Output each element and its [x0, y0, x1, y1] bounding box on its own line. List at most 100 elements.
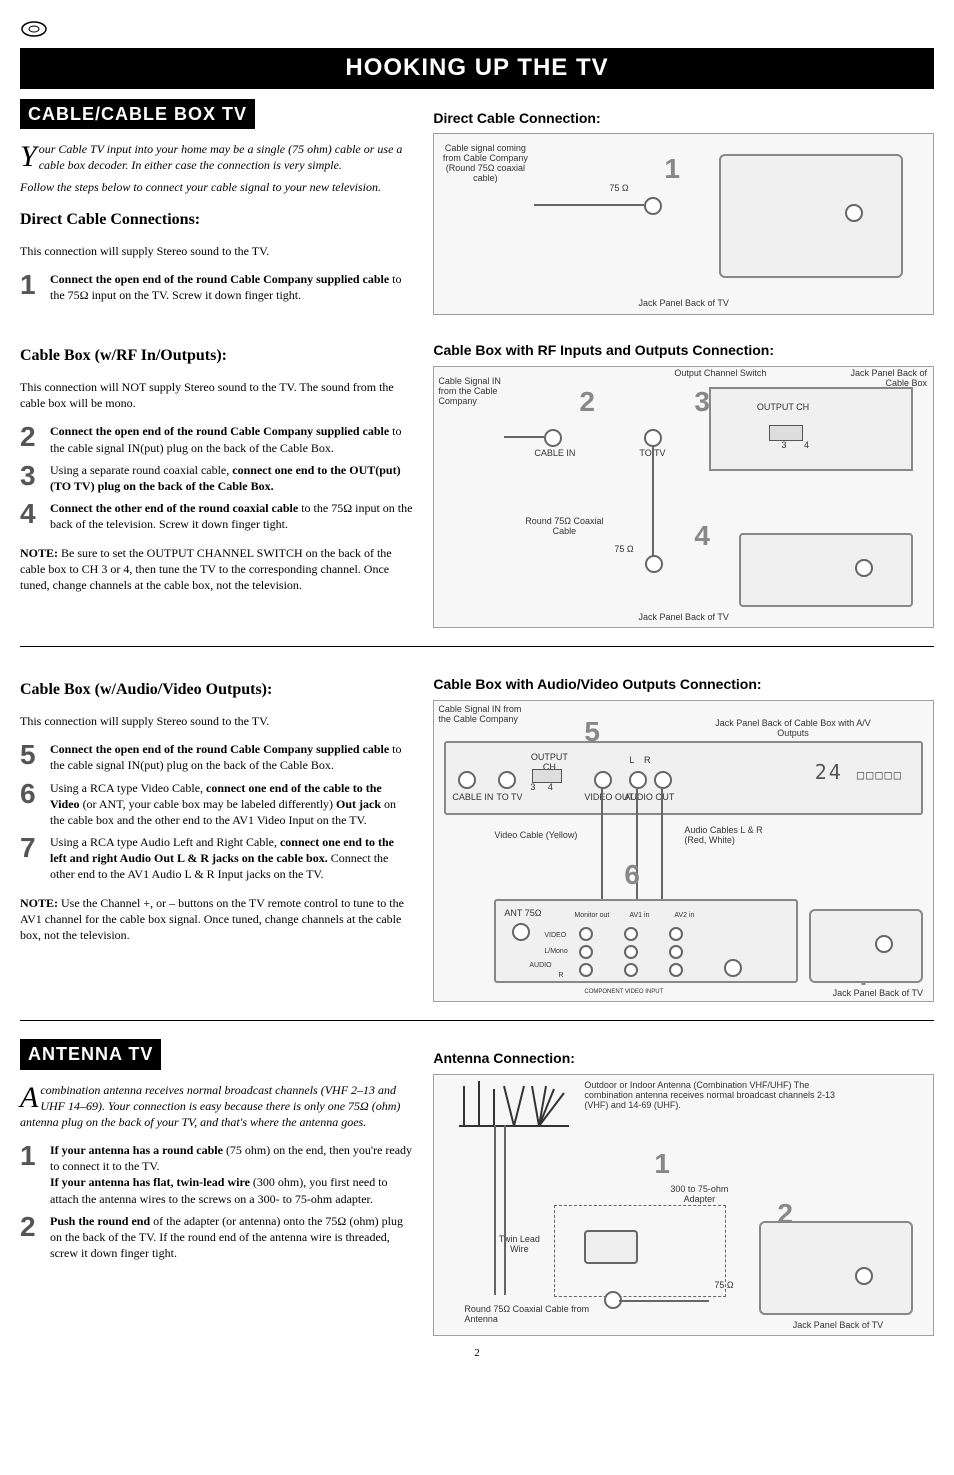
disc-icon: [20, 20, 48, 38]
step-2: 2 Connect the open end of the round Cabl…: [20, 423, 413, 455]
ant-ohm: 75 Ω: [714, 1281, 733, 1291]
s6-bold2: Out jack: [336, 797, 381, 811]
ant-step-num-1: 1: [20, 1142, 40, 1207]
av-audio: AUDIO: [529, 962, 551, 970]
av-lr: L R: [629, 756, 650, 766]
cable-intro-2: Follow the steps below to connect your c…: [20, 179, 413, 195]
av-n6: 6: [624, 856, 640, 894]
step-num-5: 5: [20, 741, 40, 773]
av-audcable: Audio Cables L & R (Red, White): [684, 826, 784, 846]
rf-right-heading: Cable Box with RF Inputs and Outputs Con…: [433, 341, 934, 360]
antenna-icon: [454, 1081, 574, 1131]
ant-step-num-2: 2: [20, 1213, 40, 1262]
diag1-jack: Jack Panel Back of TV: [434, 299, 933, 309]
step-num-6: 6: [20, 780, 40, 829]
s6-pre: Using a RCA type Video Cable,: [50, 781, 206, 795]
rf-n4: 4: [694, 517, 710, 555]
s4-bold: Connect the other end of the round coaxi…: [50, 501, 298, 515]
a1-b1: If your antenna has a round cable: [50, 1143, 223, 1157]
rf-outputch: OUTPUT CH: [753, 403, 813, 413]
step-7: 7 Using a RCA type Audio Left and Right …: [20, 834, 413, 883]
step-num-4: 4: [20, 500, 40, 532]
ant-jack: Jack Panel Back of TV: [763, 1321, 913, 1331]
diag1-num: 1: [664, 150, 680, 188]
direct-note: This connection will supply Stereo sound…: [20, 243, 413, 259]
av-av2: AV2 in: [674, 912, 694, 920]
step-num-1: 1: [20, 271, 40, 303]
rf-ch34: 3 4: [781, 441, 809, 451]
step-num-7: 7: [20, 834, 40, 883]
av-r: R: [558, 972, 563, 980]
direct-heading: Direct Cable Connections:: [20, 209, 413, 231]
section-bar-cable: CABLE/CABLE BOX TV: [20, 99, 255, 129]
av-note: This connection will supply Stereo sound…: [20, 713, 413, 729]
step-1-bold: Connect the open end of the round Cable …: [50, 272, 389, 286]
step-num-3: 3: [20, 462, 40, 494]
rf-cablein-lbl: CABLE IN: [534, 449, 575, 459]
diagram-rf: Cable Signal IN from the Cable Company O…: [433, 366, 934, 628]
diagram-antenna: Outdoor or Indoor Antenna (Combination V…: [433, 1074, 934, 1336]
ant-twin: Twin Lead Wire: [494, 1235, 544, 1255]
diagram-direct: Cable signal coming from Cable Company (…: [433, 133, 934, 315]
rf-heading: Cable Box (w/RF In/Outputs):: [20, 345, 413, 367]
s2-bold: Connect the open end of the round Cable …: [50, 424, 389, 438]
av-video: VIDEO: [544, 932, 566, 940]
av-diag-cablein: Cable Signal IN from the Cable Company: [438, 705, 528, 725]
av-lmono: L/Mono: [544, 948, 567, 956]
diagram-av: Cable Signal IN from the Cable Company 5…: [433, 700, 934, 1002]
av-cin: CABLE IN: [452, 793, 493, 803]
step-3: 3 Using a separate round coaxial cable, …: [20, 462, 413, 494]
av-ant: ANT 75Ω: [504, 909, 541, 919]
ant-label: Outdoor or Indoor Antenna (Combination V…: [584, 1081, 844, 1111]
rf-n2: 2: [579, 383, 595, 421]
antenna-right-heading: Antenna Connection:: [433, 1049, 934, 1068]
av-jacktv: Jack Panel Back of TV: [763, 989, 923, 999]
ant-adapter: 300 to 75-ohm Adapter: [654, 1185, 744, 1205]
s5-bold: Connect the open end of the round Cable …: [50, 742, 389, 756]
rf-n3: 3: [694, 383, 710, 421]
page-title: HOOKING UP THE TV: [20, 48, 934, 88]
step-num-2: 2: [20, 423, 40, 455]
rf-footnote-text: Be sure to set the OUTPUT CHANNEL SWITCH…: [20, 546, 392, 592]
page-number: 2: [20, 1346, 934, 1361]
rf-diag-switch: Output Channel Switch: [674, 369, 766, 379]
av-heading: Cable Box (w/Audio/Video Outputs):: [20, 679, 413, 701]
s6-mid: (or ANT, your cable box may be labeled d…: [80, 797, 336, 811]
step-5: 5 Connect the open end of the round Cabl…: [20, 741, 413, 773]
s7-pre: Using a RCA type Audio Left and Right Ca…: [50, 835, 280, 849]
step-6: 6 Using a RCA type Video Cable, connect …: [20, 780, 413, 829]
diag1-label-left: Cable signal coming from Cable Company (…: [440, 144, 530, 184]
direct-right-heading: Direct Cable Connection:: [433, 109, 934, 128]
diag1-ohm: 75 Ω: [609, 184, 628, 194]
av-aout: AUDIO OUT: [624, 793, 674, 803]
cable-intro-1: Your Cable TV input into your home may b…: [20, 141, 413, 173]
av-footnote: NOTE: Use the Channel +, or – buttons on…: [20, 895, 413, 944]
av-ch34: 3 4: [530, 783, 553, 793]
av-vidcable: Video Cable (Yellow): [494, 831, 577, 841]
av-mon: Monitor out: [574, 912, 609, 920]
rf-coax: Round 75Ω Coaxial Cable: [524, 517, 604, 537]
s3-pre: Using a separate round coaxial cable,: [50, 463, 232, 477]
antenna-intro: A combination antenna receives normal br…: [20, 1082, 413, 1131]
rf-diag-jackbox: Jack Panel Back of Cable Box: [847, 369, 927, 389]
ant-n1: 1: [654, 1145, 670, 1183]
step-1: 1 Connect the open end of the round Cabl…: [20, 271, 413, 303]
av-comp: COMPONENT VIDEO INPUT: [584, 989, 663, 996]
rf-footnote: NOTE: Be sure to set the OUTPUT CHANNEL …: [20, 545, 413, 594]
ant-step-2: 2 Push the round end of the adapter (or …: [20, 1213, 413, 1262]
step-4: 4 Connect the other end of the round coa…: [20, 500, 413, 532]
av-footnote-text: Use the Channel +, or – buttons on the T…: [20, 896, 404, 942]
av-totv: TO TV: [496, 793, 522, 803]
rf-jacktv: Jack Panel Back of TV: [434, 613, 933, 623]
a2-b: Push the round end: [50, 1214, 150, 1228]
section-bar-antenna: ANTENNA TV: [20, 1039, 161, 1069]
av-av1: AV1 in: [629, 912, 649, 920]
rf-note: This connection will NOT supply Stereo s…: [20, 379, 413, 411]
a1-b2: If your antenna has flat, twin-lead wire: [50, 1175, 250, 1189]
av-disp: 24: [815, 760, 843, 784]
rf-ohm: 75 Ω: [614, 545, 633, 555]
av-jackbox: Jack Panel Back of Cable Box with A/V Ou…: [713, 719, 873, 739]
ant-coax: Round 75Ω Coaxial Cable from Antenna: [464, 1305, 594, 1325]
ant-step-1: 1 If your antenna has a round cable (75 …: [20, 1142, 413, 1207]
av-right-heading: Cable Box with Audio/Video Outputs Conne…: [433, 675, 934, 694]
